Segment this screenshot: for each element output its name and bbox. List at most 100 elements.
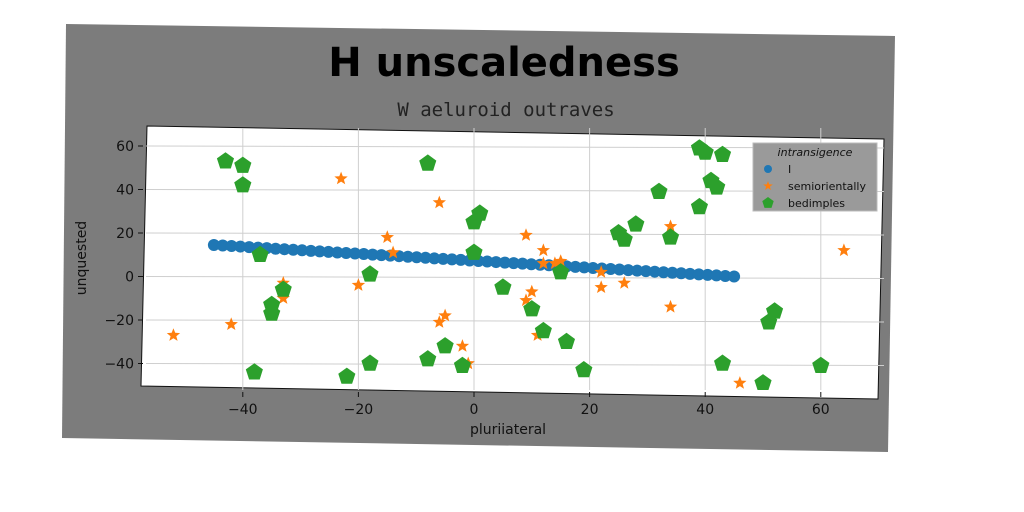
data-point-pentagon (216, 152, 234, 169)
data-point-circle (278, 243, 291, 256)
data-point-circle (216, 239, 229, 252)
grid-line-y (145, 276, 885, 279)
data-point-pentagon (251, 245, 269, 262)
data-point-circle (498, 256, 511, 269)
data-point-star (455, 339, 470, 352)
data-point-circle (516, 257, 529, 270)
legend-label: I (788, 163, 791, 176)
data-point-pentagon (234, 156, 252, 173)
data-point-star (536, 243, 550, 257)
data-point-star (554, 254, 568, 267)
data-point-pentagon (552, 263, 570, 280)
data-point-pentagon (234, 176, 252, 193)
data-point-star (663, 299, 678, 313)
data-point-circle (666, 266, 679, 279)
data-point-star (386, 245, 400, 259)
data-point-circle (525, 258, 538, 271)
x-axis-label: pluriiateral (470, 422, 546, 438)
data-point-star (733, 376, 747, 389)
data-point-pentagon (436, 337, 454, 354)
data-point-circle (445, 253, 458, 266)
data-point-star (594, 265, 608, 278)
data-point-circle (234, 240, 247, 253)
data-point-circle (631, 264, 644, 277)
data-point-circle (401, 250, 414, 263)
data-point-circle (375, 249, 388, 262)
data-point-circle (366, 248, 379, 261)
data-point-circle (481, 255, 494, 268)
data-point-circle (578, 261, 591, 274)
data-point-star (334, 171, 348, 185)
legend-label: semiorientally (788, 180, 866, 193)
data-point-circle (719, 269, 732, 282)
data-point-pentagon (534, 321, 552, 339)
data-point-circle (692, 268, 705, 281)
x-tick-label: 60 (812, 402, 830, 418)
data-point-circle (331, 246, 344, 259)
data-point-circle (340, 246, 353, 259)
data-point-pentagon (523, 300, 541, 317)
data-point-pentagon (812, 356, 830, 373)
y-axis-label: unquested (74, 221, 90, 295)
data-point-circle (207, 238, 220, 251)
y-tick-label: −40 (104, 357, 134, 373)
data-point-circle (269, 242, 282, 255)
data-point-circle (728, 270, 741, 283)
grid-lines (145, 128, 885, 390)
data-point-pentagon (494, 278, 512, 295)
y-tick-label: −20 (104, 313, 134, 329)
grid-line-y (145, 232, 885, 236)
data-point-star (166, 328, 181, 341)
data-point-star (519, 228, 533, 241)
data-point-pentagon (615, 230, 633, 247)
data-point-pentagon (650, 182, 668, 199)
data-point-circle (657, 266, 670, 279)
data-point-star (438, 308, 452, 322)
chart-title: H unscaledness (328, 40, 680, 86)
data-point-star (548, 256, 562, 270)
data-point-star (432, 315, 446, 328)
data-point-star (525, 284, 539, 298)
data-point-pentagon (714, 145, 732, 162)
data-point-pentagon (361, 354, 379, 371)
legend-box (752, 142, 878, 212)
data-point-pentagon (471, 204, 489, 221)
data-point-pentagon (263, 304, 281, 321)
data-point-circle (569, 260, 582, 273)
legend-title: intransigence (778, 146, 853, 159)
x-tick-label: −20 (344, 402, 374, 418)
data-point-circle (684, 267, 697, 280)
data-point-circle (287, 243, 300, 256)
data-point-star (351, 278, 366, 291)
data-point-circle (357, 248, 370, 261)
data-point-circle (613, 263, 626, 276)
data-point-pentagon (708, 178, 726, 195)
data-point-circle (313, 245, 326, 258)
data-point-star (617, 276, 631, 289)
data-point-circle (622, 264, 635, 277)
data-point-pentagon (465, 243, 483, 260)
data-point-circle (604, 263, 617, 276)
x-tick-label: 0 (470, 402, 479, 418)
data-point-pentagon (690, 197, 708, 215)
grid-line-y (145, 363, 885, 366)
data-point-circle (304, 244, 317, 257)
y-axis-ticks: −40 −20 0 20 40 60 (104, 139, 143, 373)
data-point-circle (710, 269, 723, 282)
data-point-pentagon (766, 302, 784, 319)
data-point-pentagon (662, 228, 680, 245)
data-point-star (224, 317, 238, 330)
data-point-circle (296, 244, 309, 257)
legend-marker-circle (764, 165, 772, 173)
legend-label: bedimples (788, 197, 845, 210)
data-point-pentagon (575, 361, 593, 378)
data-point-pentagon (754, 374, 772, 390)
data-point-circle (675, 267, 688, 280)
y-tick-label: 60 (116, 139, 134, 155)
data-point-pentagon (361, 265, 379, 282)
data-point-circle (428, 252, 441, 265)
data-point-circle (322, 245, 335, 258)
data-point-pentagon (338, 367, 356, 384)
x-tick-label: 20 (581, 402, 599, 418)
